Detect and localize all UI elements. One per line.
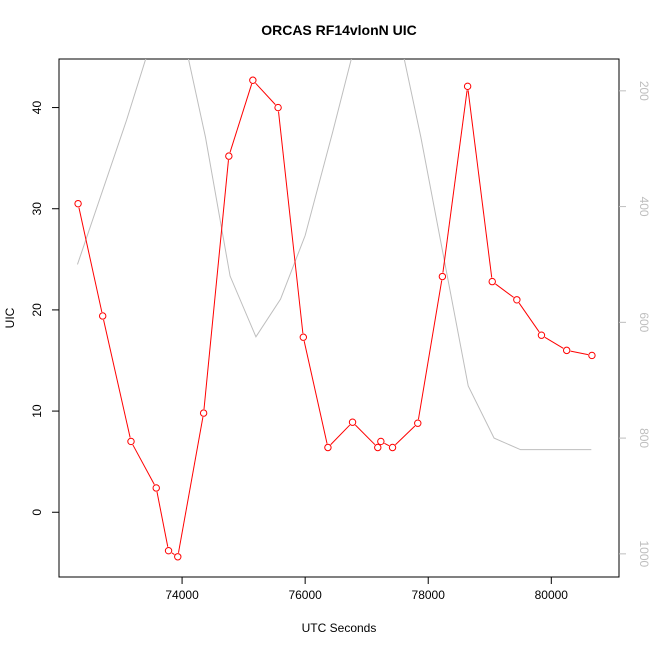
y-axis-right: 200 400 600 800 1000 xyxy=(619,81,650,568)
y-right-tick-label: 400 xyxy=(637,197,650,217)
series-segment xyxy=(78,207,103,313)
data-point xyxy=(274,103,282,112)
y-axis: 0 10 20 30 40 xyxy=(30,101,59,516)
series-segment xyxy=(355,424,376,446)
series-segment xyxy=(330,424,351,445)
chart-title: ORCAS RF14vlonN UIC xyxy=(261,22,417,38)
x-tick-label: 78000 xyxy=(412,588,446,602)
data-point xyxy=(463,82,472,91)
data-point xyxy=(438,272,447,281)
data-point xyxy=(164,546,173,555)
series-segment xyxy=(384,442,390,447)
y-right-tick-label: 200 xyxy=(637,81,650,101)
series-segment xyxy=(303,341,328,444)
y-right-tick-label: 800 xyxy=(637,428,650,448)
data-point xyxy=(74,199,82,208)
series-line-grey xyxy=(76,59,592,451)
series-segment xyxy=(395,425,416,446)
y-right-tick-label: 600 xyxy=(637,312,650,332)
data-point xyxy=(324,443,332,452)
data-point xyxy=(513,296,521,304)
series-segment xyxy=(132,444,155,485)
series-segment xyxy=(171,552,175,555)
series-segment xyxy=(255,82,276,105)
data-point xyxy=(199,409,208,417)
data-point xyxy=(127,437,135,446)
series-segment xyxy=(229,83,253,153)
series-layer xyxy=(74,59,596,561)
y-right-tick-label: 1000 xyxy=(637,540,650,567)
data-point xyxy=(98,312,107,320)
series-segment xyxy=(278,111,304,334)
data-point xyxy=(414,419,422,427)
y-tick-label: 0 xyxy=(30,509,44,516)
data-point xyxy=(488,277,496,286)
data-point xyxy=(152,484,160,492)
data-point xyxy=(225,152,233,160)
x-tick-label: 74000 xyxy=(165,588,199,602)
series-segment xyxy=(203,160,229,410)
x-tick-label: 80000 xyxy=(535,588,569,602)
series-segment xyxy=(177,416,204,553)
plot-frame xyxy=(58,58,620,578)
data-point xyxy=(537,331,546,339)
data-point xyxy=(588,351,596,360)
x-tick-label: 76000 xyxy=(288,588,322,602)
series-segment xyxy=(467,90,493,278)
series-segment xyxy=(518,302,540,333)
y-tick-label: 10 xyxy=(30,404,44,418)
data-point xyxy=(348,418,357,426)
series-segment xyxy=(544,336,564,349)
data-point xyxy=(174,553,182,561)
y-tick-label: 40 xyxy=(30,101,44,115)
data-point xyxy=(388,443,397,452)
data-point xyxy=(299,333,308,341)
x-axis-label: UTC Seconds xyxy=(302,621,377,635)
data-point xyxy=(249,76,257,84)
series-segment xyxy=(442,90,468,273)
series-segment xyxy=(495,283,514,298)
data-point xyxy=(377,437,385,446)
data-point xyxy=(562,346,571,355)
y-axis-label: UIC xyxy=(3,307,17,328)
y-tick-label: 20 xyxy=(30,303,44,317)
y-tick-label: 30 xyxy=(30,202,44,216)
series-segment xyxy=(156,491,169,547)
series-segment xyxy=(570,350,589,356)
x-axis: 74000 76000 78000 80000 xyxy=(165,577,568,602)
series-segment xyxy=(103,319,131,438)
series-segment xyxy=(417,280,443,420)
data-point xyxy=(374,443,382,452)
